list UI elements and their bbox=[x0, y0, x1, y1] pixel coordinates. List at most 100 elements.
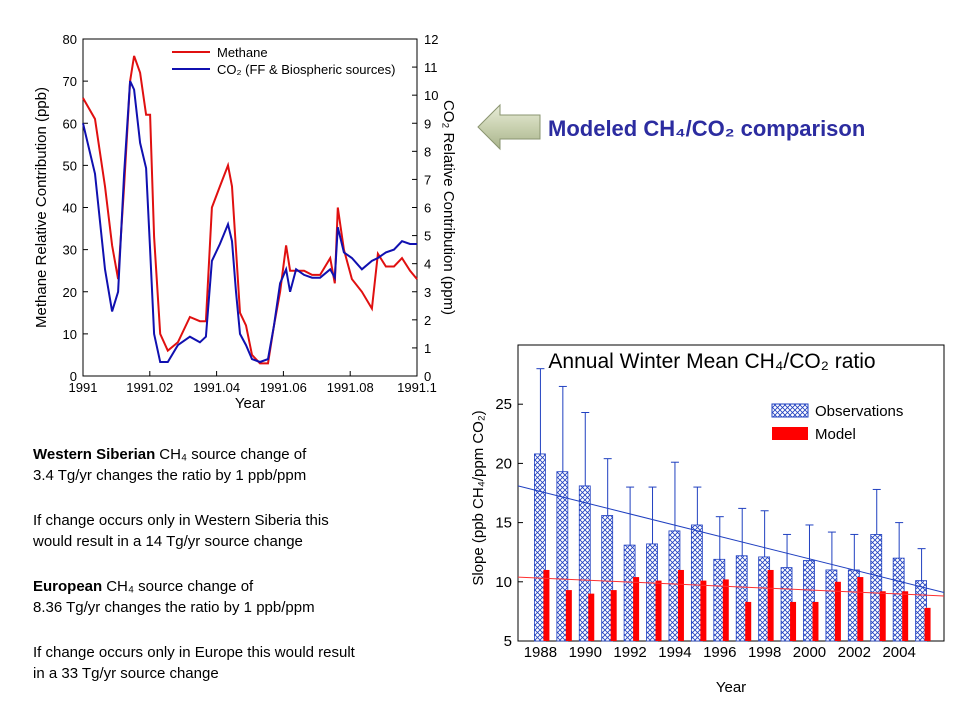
note-text: If change occurs only in Western Siberia… bbox=[33, 512, 329, 529]
y-tick-label: 70 bbox=[63, 74, 77, 89]
bar bbox=[655, 580, 662, 641]
bar bbox=[924, 607, 931, 641]
y2-tick-label: 6 bbox=[424, 201, 431, 216]
callout-text: Modeled CH₄/CO₂ comparison bbox=[548, 116, 865, 141]
bar bbox=[578, 485, 591, 642]
bar bbox=[601, 515, 614, 642]
bar bbox=[857, 577, 864, 641]
bar bbox=[879, 591, 886, 641]
series-line bbox=[82, 55, 418, 365]
note-text: If change occurs only in Europe this wou… bbox=[33, 644, 356, 661]
legend-label: CO₂ (FF & Biospheric sources) bbox=[217, 62, 395, 77]
note-text: 8.36 Tg/yr changes the ratio by 1 ppb/pp… bbox=[33, 599, 315, 616]
bar bbox=[700, 580, 707, 641]
y-tick-label: 10 bbox=[63, 327, 77, 342]
plot-frame bbox=[517, 344, 945, 642]
bar bbox=[534, 453, 546, 642]
y2-tick-label: 4 bbox=[424, 257, 431, 272]
y-tick-label: 30 bbox=[63, 243, 77, 258]
y2-tick-label: 8 bbox=[424, 144, 431, 159]
y2-axis-label: CO₂ Relative Contribution (ppm) bbox=[440, 100, 457, 315]
legend-label: Observations bbox=[815, 403, 903, 420]
y-tick-label: 0 bbox=[70, 369, 77, 384]
y2-tick-label: 12 bbox=[424, 32, 438, 47]
note-text: CH₄ source change of bbox=[106, 578, 254, 595]
x-tick-label: 1991.08 bbox=[327, 380, 374, 395]
y-axis-label: Methane Relative Contribution (ppb) bbox=[33, 87, 50, 328]
x-tick-label: 1992 bbox=[613, 644, 646, 661]
x-tick-label: 1994 bbox=[658, 644, 691, 661]
note-text: would result in a 14 Tg/yr source change bbox=[32, 533, 303, 550]
bar bbox=[790, 601, 797, 641]
bar bbox=[633, 577, 640, 641]
y2-tick-label: 2 bbox=[424, 313, 431, 328]
x-tick-label: 1991.1 bbox=[397, 380, 437, 395]
y-tick-label: 20 bbox=[63, 285, 77, 300]
note-text: CH₄ source change of bbox=[159, 446, 307, 463]
y2-tick-label: 1 bbox=[424, 341, 431, 356]
note-line: If change occurs only in Western Siberia… bbox=[33, 512, 329, 529]
x-tick-label: 1988 bbox=[524, 644, 557, 661]
bar bbox=[834, 581, 841, 641]
series-line bbox=[82, 80, 417, 364]
bar bbox=[902, 591, 909, 641]
x-tick-label: 2002 bbox=[838, 644, 871, 661]
note-line: Western Siberian CH₄ source change of bbox=[33, 446, 307, 463]
note-text: in a 33 Tg/yr source change bbox=[33, 665, 219, 682]
x-tick-label: 1991.04 bbox=[193, 380, 240, 395]
bar bbox=[870, 534, 883, 642]
y2-tick-label: 9 bbox=[424, 116, 431, 131]
note-line: would result in a 14 Tg/yr source change bbox=[32, 533, 303, 550]
x-tick-label: 1991 bbox=[69, 380, 98, 395]
y-tick-label: 20 bbox=[495, 455, 512, 472]
note-bold: Western Siberian bbox=[33, 446, 155, 463]
note-text: 3.4 Tg/yr changes the ratio by 1 ppb/ppm bbox=[33, 467, 306, 484]
bar bbox=[588, 593, 595, 641]
x-tick-label: 1991.06 bbox=[260, 380, 307, 395]
x-tick-label: 1998 bbox=[748, 644, 781, 661]
chart-title: Annual Winter Mean CH₄/CO₂ ratio bbox=[548, 350, 875, 373]
y-tick-label: 80 bbox=[63, 32, 77, 47]
y-tick-label: 10 bbox=[495, 574, 512, 591]
trend-line bbox=[517, 485, 945, 593]
note-line: 8.36 Tg/yr changes the ratio by 1 ppb/pp… bbox=[33, 599, 315, 616]
bar bbox=[722, 579, 729, 641]
note-line: European CH₄ source change of bbox=[33, 578, 254, 595]
y2-tick-label: 5 bbox=[424, 229, 431, 244]
y2-tick-label: 3 bbox=[424, 285, 431, 300]
trend-line bbox=[517, 576, 945, 597]
bar bbox=[610, 590, 617, 641]
x-tick-label: 1990 bbox=[569, 644, 602, 661]
bar bbox=[677, 569, 684, 641]
bar bbox=[556, 471, 569, 642]
bar bbox=[735, 555, 748, 642]
callout-arrow bbox=[477, 103, 541, 151]
x-tick-label: 2004 bbox=[882, 644, 915, 661]
legend-label: Methane bbox=[217, 45, 268, 60]
y-tick-label: 50 bbox=[63, 158, 77, 173]
y2-tick-label: 7 bbox=[424, 172, 431, 187]
y2-tick-label: 10 bbox=[424, 88, 438, 103]
bar bbox=[812, 601, 819, 641]
y-tick-label: 40 bbox=[63, 201, 77, 216]
x-axis-label: Year bbox=[716, 679, 746, 696]
note-bold: European bbox=[33, 578, 102, 595]
x-tick-label: 1991.02 bbox=[126, 380, 173, 395]
legend-swatch bbox=[771, 403, 809, 418]
y-tick-label: 60 bbox=[63, 116, 77, 131]
x-tick-label: 1996 bbox=[703, 644, 736, 661]
x-tick-label: 2000 bbox=[793, 644, 826, 661]
x-axis-label: Year bbox=[235, 395, 265, 412]
note-line: If change occurs only in Europe this wou… bbox=[33, 644, 356, 661]
bar bbox=[803, 560, 815, 642]
y-tick-label: 25 bbox=[495, 396, 512, 413]
y2-tick-label: 11 bbox=[424, 60, 438, 75]
y2-tick-label: 0 bbox=[424, 369, 431, 384]
y-axis-label: Slope (ppb CH₄/ppm CO₂) bbox=[470, 410, 487, 585]
y-tick-label: 5 bbox=[504, 633, 512, 650]
y-tick-label: 15 bbox=[495, 515, 512, 532]
note-line: 3.4 Tg/yr changes the ratio by 1 ppb/ppm bbox=[33, 467, 306, 484]
legend-label: Model bbox=[815, 426, 856, 443]
